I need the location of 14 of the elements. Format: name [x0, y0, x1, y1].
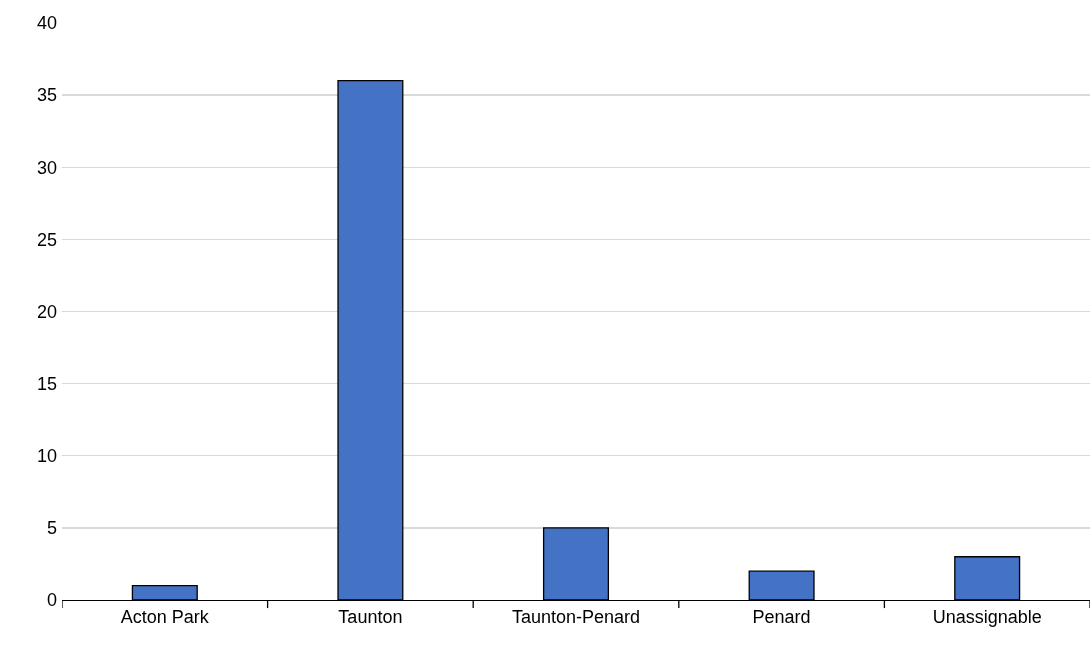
y-tick-label: 30	[36, 157, 57, 178]
x-tick-label: Penard	[752, 606, 811, 627]
x-tick-label: Taunton-Penard	[511, 606, 641, 627]
y-tick-label: 35	[36, 85, 57, 106]
y-tick-label: 15	[36, 373, 57, 394]
y-tick-label: 20	[36, 301, 57, 322]
y-tick-label: 10	[36, 446, 57, 467]
x-tick-label: Unassignable	[932, 606, 1042, 627]
y-tick-label: 40	[36, 13, 57, 34]
y-tick-label: 5	[46, 518, 57, 539]
x-tick-label: Acton Park	[120, 606, 210, 627]
y-tick-label: 25	[36, 229, 57, 250]
x-tick-label: Taunton	[338, 606, 403, 627]
y-tick-label: 0	[46, 590, 57, 611]
